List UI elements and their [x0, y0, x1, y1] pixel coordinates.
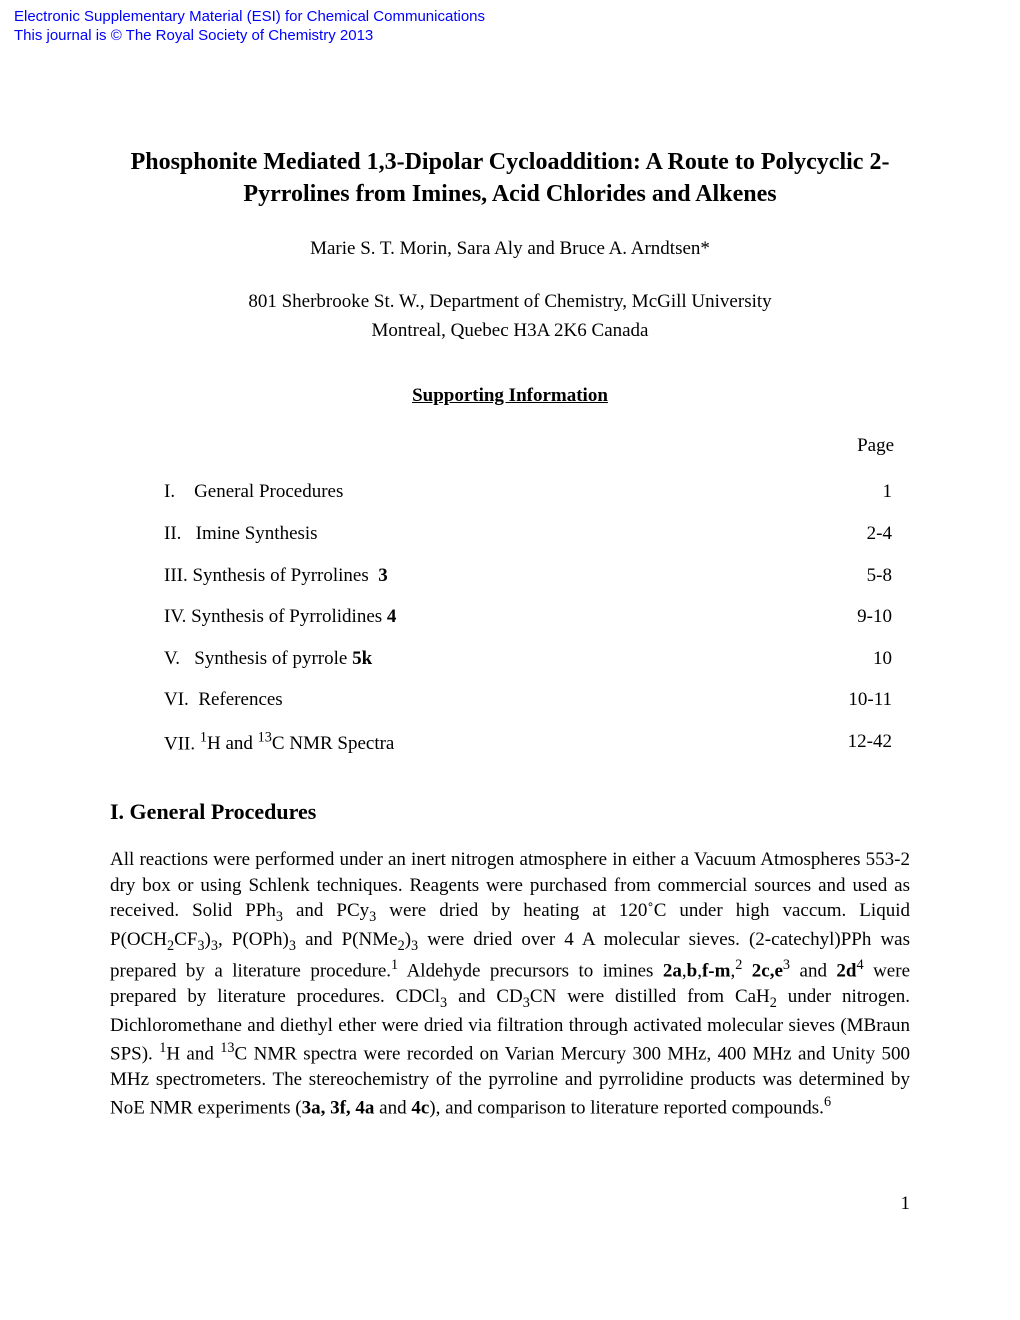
- toc-item-page: 12-42: [848, 729, 892, 757]
- page-content: Phosphonite Mediated 1,3-Dipolar Cycload…: [0, 46, 1020, 1215]
- toc-item-page: 1: [883, 479, 893, 505]
- affiliation-line2: Montreal, Quebec H3A 2K6 Canada: [110, 317, 910, 346]
- toc-row: II. Imine Synthesis 2-4: [110, 521, 910, 547]
- toc-item-page: 10: [873, 646, 892, 672]
- authors: Marie S. T. Morin, Sara Aly and Bruce A.…: [110, 238, 910, 260]
- toc-row: VI. References 10-11: [110, 687, 910, 713]
- table-of-contents: Page I. General Procedures 1 II. Imine S…: [110, 435, 910, 757]
- toc-item-label: V. Synthesis of pyrrole 5k: [164, 646, 372, 672]
- toc-row: I. General Procedures 1: [110, 479, 910, 505]
- toc-item-label: III. Synthesis of Pyrrolines 3: [164, 563, 388, 589]
- affiliation: 801 Sherbrooke St. W., Department of Che…: [110, 288, 910, 345]
- toc-item-label: II. Imine Synthesis: [164, 521, 318, 547]
- toc-item-label: IV. Synthesis of Pyrrolidines 4: [164, 604, 396, 630]
- toc-item-page: 2-4: [867, 521, 892, 547]
- page-number: 1: [110, 1193, 910, 1215]
- section-heading: I. General Procedures: [110, 799, 910, 825]
- paper-title: Phosphonite Mediated 1,3-Dipolar Cycload…: [110, 146, 910, 211]
- affiliation-line1: 801 Sherbrooke St. W., Department of Che…: [110, 288, 910, 317]
- toc-item-page: 5-8: [867, 563, 892, 589]
- toc-row: VII. 1H and 13C NMR Spectra 12-42: [110, 729, 910, 757]
- esi-line1: Electronic Supplementary Material (ESI) …: [14, 8, 1020, 27]
- esi-line2: This journal is © The Royal Society of C…: [14, 27, 1020, 46]
- supporting-info-heading: Supporting Information: [110, 385, 910, 407]
- toc-row: V. Synthesis of pyrrole 5k 10: [110, 646, 910, 672]
- toc-item-page: 9-10: [857, 604, 892, 630]
- body-paragraph: All reactions were performed under an in…: [110, 847, 910, 1121]
- toc-page-column-label: Page: [110, 435, 910, 457]
- toc-item-label: I. General Procedures: [164, 479, 343, 505]
- toc-item-page: 10-11: [848, 687, 892, 713]
- toc-row: III. Synthesis of Pyrrolines 3 5-8: [110, 563, 910, 589]
- toc-row: IV. Synthesis of Pyrrolidines 4 9-10: [110, 604, 910, 630]
- toc-item-label: VII. 1H and 13C NMR Spectra: [164, 729, 394, 757]
- esi-header: Electronic Supplementary Material (ESI) …: [0, 0, 1020, 46]
- toc-item-label: VI. References: [164, 687, 283, 713]
